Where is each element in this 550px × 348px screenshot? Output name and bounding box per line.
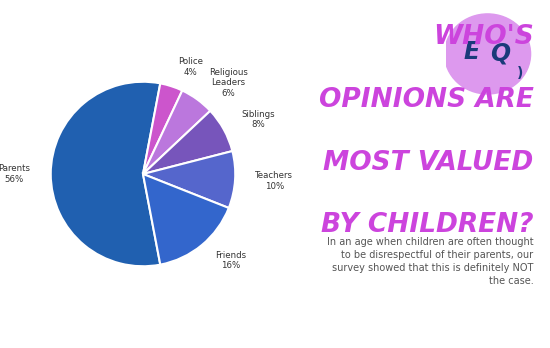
Text: MOST VALUED: MOST VALUED [323,150,534,176]
Text: Religious
Leaders
6%: Religious Leaders 6% [209,68,248,98]
Wedge shape [143,151,235,208]
Wedge shape [143,90,210,174]
Wedge shape [143,174,229,264]
Wedge shape [51,82,160,266]
Wedge shape [143,84,182,174]
Text: Parents
56%: Parents 56% [0,164,30,184]
Text: E: E [464,40,480,64]
Text: ): ) [517,66,524,80]
Text: Siblings
8%: Siblings 8% [241,110,275,129]
Text: OPINIONS ARE: OPINIONS ARE [318,87,534,113]
Text: Friends
16%: Friends 16% [214,251,246,270]
Circle shape [444,14,531,94]
Text: Q: Q [490,42,510,66]
Text: BY CHILDREN?: BY CHILDREN? [321,212,534,238]
Text: Police
4%: Police 4% [178,57,203,77]
Text: Teachers
10%: Teachers 10% [255,171,293,191]
Text: WHO'S: WHO'S [433,24,534,50]
Text: In an age when children are often thought
to be disrespectful of their parents, : In an age when children are often though… [327,237,534,286]
Wedge shape [143,111,232,174]
